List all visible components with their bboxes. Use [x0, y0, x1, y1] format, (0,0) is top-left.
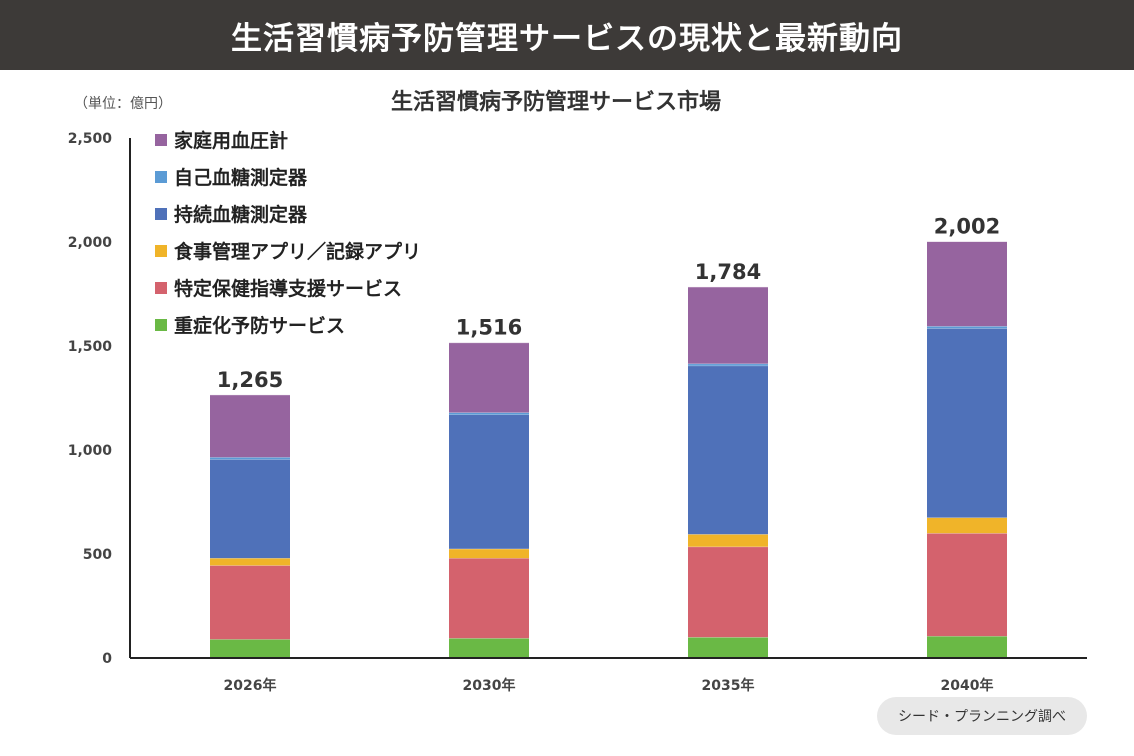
- legend-swatch: [155, 134, 167, 146]
- legend-label: 家庭用血圧計: [174, 129, 288, 152]
- bar-total-label: 1,265: [217, 368, 283, 392]
- legend-swatch: [155, 245, 167, 257]
- bar-segment: [688, 637, 768, 658]
- x-tick-label: 2040年: [941, 677, 994, 694]
- x-tick-label: 2026年: [224, 677, 277, 694]
- source-badge: シード・プランニング調べ: [877, 697, 1087, 735]
- bar-segment: [688, 365, 768, 535]
- bar-segment: [927, 326, 1007, 329]
- bar-segment: [927, 517, 1007, 534]
- legend-label: 自己血糖測定器: [174, 166, 308, 189]
- bar-segment: [688, 286, 768, 364]
- y-tick-label: 1,500: [68, 339, 113, 355]
- legend-swatch: [155, 208, 167, 220]
- x-tick-label: 2035年: [702, 677, 755, 694]
- bar-segment: [688, 534, 768, 547]
- bar-segment: [210, 558, 290, 566]
- bar-segment: [688, 546, 768, 638]
- bar-total-label: 1,516: [456, 316, 522, 340]
- bar-segment: [449, 558, 529, 639]
- legend-swatch: [155, 319, 167, 331]
- legend-label: 食事管理アプリ／記録アプリ: [174, 240, 421, 263]
- bar-segment: [449, 414, 529, 549]
- y-axis-unit-label: （単位：億円）: [74, 96, 172, 112]
- chart-title: 生活習慣病予防管理サービス市場: [390, 90, 721, 115]
- bar-segment: [927, 328, 1007, 518]
- legend-label: 特定保健指導支援サービス: [174, 277, 402, 300]
- y-tick-label: 500: [83, 547, 112, 563]
- bar-segment: [449, 342, 529, 413]
- legend-label: 重症化予防サービス: [174, 314, 345, 337]
- bar-segment: [210, 459, 290, 559]
- x-tick-label: 2030年: [463, 677, 516, 694]
- bar-segment: [210, 394, 290, 458]
- bar-total-label: 1,784: [695, 260, 761, 284]
- bar-total-label: 2,002: [934, 215, 1000, 239]
- bar-segment: [449, 638, 529, 658]
- legend-swatch: [155, 171, 167, 183]
- bar-segment: [210, 457, 290, 460]
- bar-segment: [210, 565, 290, 640]
- page-header: 生活習慣病予防管理サービスの現状と最新動向: [0, 0, 1134, 70]
- bar-segment: [688, 363, 768, 366]
- y-tick-label: 2,500: [68, 131, 113, 147]
- y-tick-label: 1,000: [68, 443, 113, 459]
- legend-swatch: [155, 282, 167, 294]
- page-title: 生活習慣病予防管理サービスの現状と最新動向: [231, 20, 903, 57]
- y-tick-label: 0: [102, 651, 112, 667]
- bar-segment: [210, 639, 290, 658]
- bar-segment: [927, 533, 1007, 637]
- bar-segment: [449, 412, 529, 415]
- bar-segment: [927, 241, 1007, 327]
- bar-segment: [927, 636, 1007, 658]
- legend-label: 持続血糖測定器: [174, 203, 308, 226]
- y-tick-label: 2,000: [68, 235, 113, 251]
- bar-segment: [449, 548, 529, 559]
- source-text: シード・プランニング調べ: [898, 709, 1066, 725]
